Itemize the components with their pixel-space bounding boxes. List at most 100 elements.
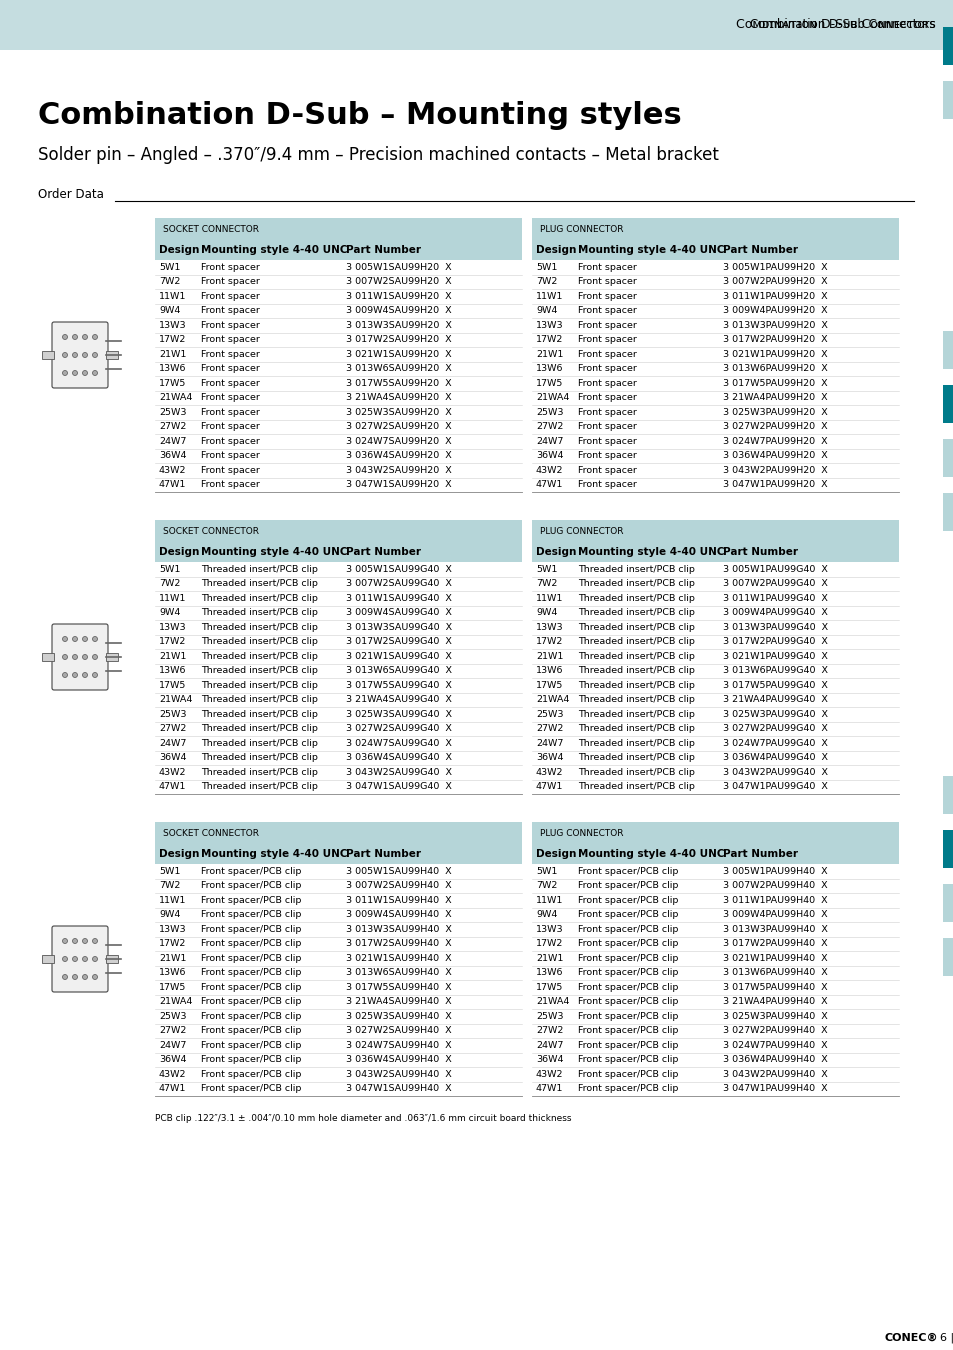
Text: 3 024W7SAU99G40  X: 3 024W7SAU99G40 X <box>346 738 452 748</box>
Text: 43W2: 43W2 <box>159 1069 186 1079</box>
Bar <box>532 562 898 576</box>
Bar <box>154 217 521 240</box>
Text: Front spacer: Front spacer <box>578 350 637 359</box>
Text: 3 21WA4SAU99H20  X: 3 21WA4SAU99H20 X <box>346 393 451 402</box>
Text: 13W3: 13W3 <box>536 321 563 329</box>
Text: 3 024W7PAU99H40  X: 3 024W7PAU99H40 X <box>722 1041 827 1050</box>
Circle shape <box>82 672 88 678</box>
Bar <box>532 822 898 844</box>
Text: 3 011W1SAU99G40  X: 3 011W1SAU99G40 X <box>346 594 452 602</box>
Text: Front spacer: Front spacer <box>201 451 259 460</box>
Bar <box>106 954 118 963</box>
Text: Design: Design <box>159 849 199 859</box>
Text: Front spacer: Front spacer <box>578 335 637 344</box>
Text: 13W3: 13W3 <box>159 925 187 934</box>
Bar <box>154 1066 521 1081</box>
Bar <box>154 420 521 433</box>
Bar <box>154 274 521 289</box>
Bar <box>154 520 521 541</box>
Text: Combination D-Sub Connectors: Combination D-Sub Connectors <box>750 19 935 31</box>
Bar <box>154 1053 521 1066</box>
Text: Front spacer/PCB clip: Front spacer/PCB clip <box>201 1069 301 1079</box>
Bar <box>532 937 898 950</box>
Text: 21W1: 21W1 <box>536 350 563 359</box>
Bar <box>532 463 898 478</box>
Text: 17W5: 17W5 <box>159 983 186 992</box>
Bar <box>42 351 54 359</box>
Text: 3 017W2PAU99H20  X: 3 017W2PAU99H20 X <box>722 335 827 344</box>
Bar <box>532 319 898 332</box>
Bar <box>942 27 953 65</box>
Text: 7W2: 7W2 <box>536 579 557 589</box>
Text: Front spacer/PCB clip: Front spacer/PCB clip <box>578 1056 678 1064</box>
Text: 3 036W4PAU99H20  X: 3 036W4PAU99H20 X <box>722 451 827 460</box>
Text: 9W4: 9W4 <box>536 306 557 316</box>
Bar <box>532 864 898 879</box>
Circle shape <box>63 957 68 961</box>
Text: 3 025W3PAU99H20  X: 3 025W3PAU99H20 X <box>722 408 827 417</box>
Bar <box>942 385 953 423</box>
Text: 3 013W3PAU99H20  X: 3 013W3PAU99H20 X <box>722 321 827 329</box>
Text: 17W5: 17W5 <box>159 379 186 387</box>
Text: 3 017W2PAU99G40  X: 3 017W2PAU99G40 X <box>722 637 827 647</box>
Text: 3 036W4SAU99H40  X: 3 036W4SAU99H40 X <box>346 1056 452 1064</box>
Bar <box>532 420 898 433</box>
Text: 25W3: 25W3 <box>159 1011 186 1021</box>
Text: Front spacer: Front spacer <box>201 437 259 446</box>
Text: Front spacer/PCB clip: Front spacer/PCB clip <box>201 1056 301 1064</box>
Bar <box>154 319 521 332</box>
Text: Design: Design <box>159 547 199 558</box>
Bar <box>154 448 521 463</box>
Text: 3 013W6PAU99H40  X: 3 013W6PAU99H40 X <box>722 968 827 977</box>
Text: 3 025W3PAU99G40  X: 3 025W3PAU99G40 X <box>722 710 827 718</box>
Bar <box>532 261 898 274</box>
Text: 3 017W5PAU99H40  X: 3 017W5PAU99H40 X <box>722 983 827 992</box>
Text: Threaded insert/PCB clip: Threaded insert/PCB clip <box>201 594 317 602</box>
Bar <box>154 362 521 377</box>
Text: 3 013W6PAU99H20  X: 3 013W6PAU99H20 X <box>722 364 827 373</box>
Bar <box>154 736 521 751</box>
Circle shape <box>82 352 88 358</box>
Text: 25W3: 25W3 <box>536 710 563 718</box>
Bar <box>532 520 898 541</box>
Text: 3 017W5SAU99G40  X: 3 017W5SAU99G40 X <box>346 680 452 690</box>
Bar <box>532 576 898 591</box>
Text: 3 024W7SAU99H40  X: 3 024W7SAU99H40 X <box>346 1041 451 1050</box>
Text: 3 013W6SAU99H20  X: 3 013W6SAU99H20 X <box>346 364 452 373</box>
Bar <box>154 721 521 736</box>
Text: 17W2: 17W2 <box>536 335 563 344</box>
Text: Front spacer: Front spacer <box>578 423 637 431</box>
Text: 21W1: 21W1 <box>159 953 186 963</box>
Text: Front spacer: Front spacer <box>201 306 259 316</box>
Bar <box>532 347 898 362</box>
Bar <box>154 240 521 261</box>
Bar <box>42 653 54 662</box>
Bar <box>532 663 898 678</box>
Bar <box>532 892 898 907</box>
Text: 36W4: 36W4 <box>536 753 563 763</box>
Text: Front spacer: Front spacer <box>201 408 259 417</box>
Text: Front spacer/PCB clip: Front spacer/PCB clip <box>201 953 301 963</box>
Text: 27W2: 27W2 <box>159 423 186 431</box>
Bar <box>154 347 521 362</box>
Text: Front spacer/PCB clip: Front spacer/PCB clip <box>578 998 678 1006</box>
Text: 11W1: 11W1 <box>536 292 563 301</box>
Text: CONEC®: CONEC® <box>883 1332 937 1343</box>
Bar <box>154 289 521 304</box>
Text: 43W2: 43W2 <box>536 1069 563 1079</box>
Bar <box>532 678 898 693</box>
Bar <box>154 433 521 448</box>
Bar <box>154 606 521 620</box>
Bar <box>154 995 521 1008</box>
Bar <box>154 765 521 779</box>
Text: 3 021W1SAU99H40  X: 3 021W1SAU99H40 X <box>346 953 451 963</box>
Text: 5W1: 5W1 <box>159 564 180 574</box>
Text: 3 021W1SAU99G40  X: 3 021W1SAU99G40 X <box>346 652 452 660</box>
Bar <box>154 1023 521 1038</box>
Text: 7W2: 7W2 <box>159 277 180 286</box>
Text: 3 024W7PAU99G40  X: 3 024W7PAU99G40 X <box>722 738 827 748</box>
Text: Front spacer/PCB clip: Front spacer/PCB clip <box>578 867 678 876</box>
Bar <box>942 439 953 477</box>
FancyBboxPatch shape <box>52 926 108 992</box>
Text: Front spacer/PCB clip: Front spacer/PCB clip <box>578 910 678 919</box>
